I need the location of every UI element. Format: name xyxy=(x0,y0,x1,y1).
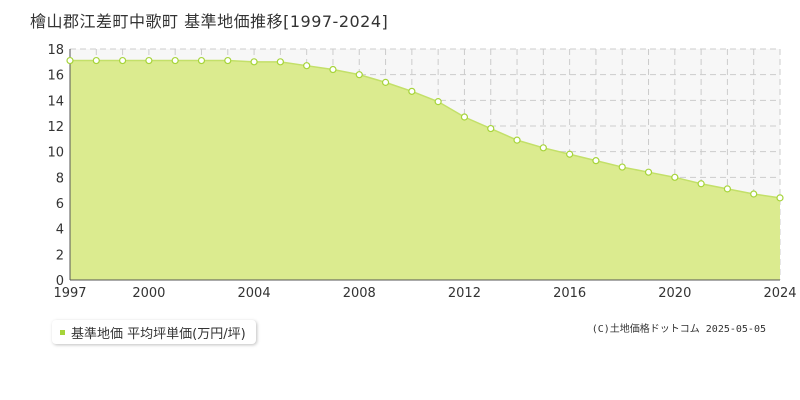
data-point xyxy=(723,185,732,193)
data-point xyxy=(224,56,232,65)
area-layer xyxy=(70,59,781,280)
data-point xyxy=(618,163,626,171)
data-point xyxy=(276,58,284,66)
y-tick-label: 10 xyxy=(47,146,64,161)
series-area xyxy=(70,60,780,280)
y-tick-label: 4 xyxy=(56,223,64,238)
data-point xyxy=(171,56,179,65)
data-point xyxy=(644,168,653,176)
x-tick-label: 2020 xyxy=(658,286,691,301)
data-point xyxy=(592,157,600,165)
data-point xyxy=(539,144,547,152)
y-tick-label: 0 xyxy=(56,274,64,289)
x-tick-label: 2024 xyxy=(763,286,796,301)
data-point xyxy=(250,58,258,66)
legend-label: 基準地価 平均坪単価(万円/坪) xyxy=(71,326,246,342)
data-point xyxy=(381,78,390,86)
x-tick-label: 1997 xyxy=(53,286,86,301)
data-point xyxy=(92,56,100,65)
y-tick-label: 14 xyxy=(47,94,64,109)
x-tick-label: 2012 xyxy=(448,286,481,301)
tick-labels: 0 2 4 6 8 10 12 14 16 18 1997 2000 2004 2008 2012 2016 2… xyxy=(47,43,796,301)
data-point xyxy=(66,56,74,65)
data-point xyxy=(303,62,311,70)
x-tick-label: 2004 xyxy=(238,286,271,301)
data-point xyxy=(355,71,363,79)
data-point xyxy=(513,136,521,144)
data-point xyxy=(329,65,337,74)
data-point xyxy=(460,113,469,121)
y-tick-label: 16 xyxy=(47,69,64,84)
y-tick-label: 12 xyxy=(47,120,64,135)
x-tick-label: 2016 xyxy=(553,286,586,301)
markers xyxy=(66,56,784,202)
legend-swatch xyxy=(60,329,65,335)
data-point xyxy=(566,150,574,158)
data-point xyxy=(145,56,153,65)
data-point xyxy=(487,124,495,133)
data-point xyxy=(408,87,416,95)
y-tick-label: 18 xyxy=(47,43,64,58)
copyright-text: (C)土地価格ドットコム 2025-05-05 xyxy=(591,324,766,335)
data-point xyxy=(197,56,206,65)
series-line xyxy=(70,59,781,199)
data-point xyxy=(434,98,442,106)
y-tick-label: 8 xyxy=(56,171,64,186)
legend: 基準地価 平均坪単価(万円/坪) xyxy=(52,320,256,344)
x-tick-label: 2008 xyxy=(343,286,376,301)
y-tick-label: 6 xyxy=(56,197,64,212)
y-tick-label: 2 xyxy=(56,248,64,263)
data-point xyxy=(118,56,127,65)
data-point xyxy=(671,173,679,181)
data-point xyxy=(776,194,784,202)
data-point xyxy=(750,190,758,198)
axes xyxy=(69,49,780,281)
data-point xyxy=(697,180,705,188)
chart-title: 檜山郡江差町中歌町 基準地価推移[1997-2024] xyxy=(30,12,389,31)
x-tick-label: 2000 xyxy=(132,286,165,301)
